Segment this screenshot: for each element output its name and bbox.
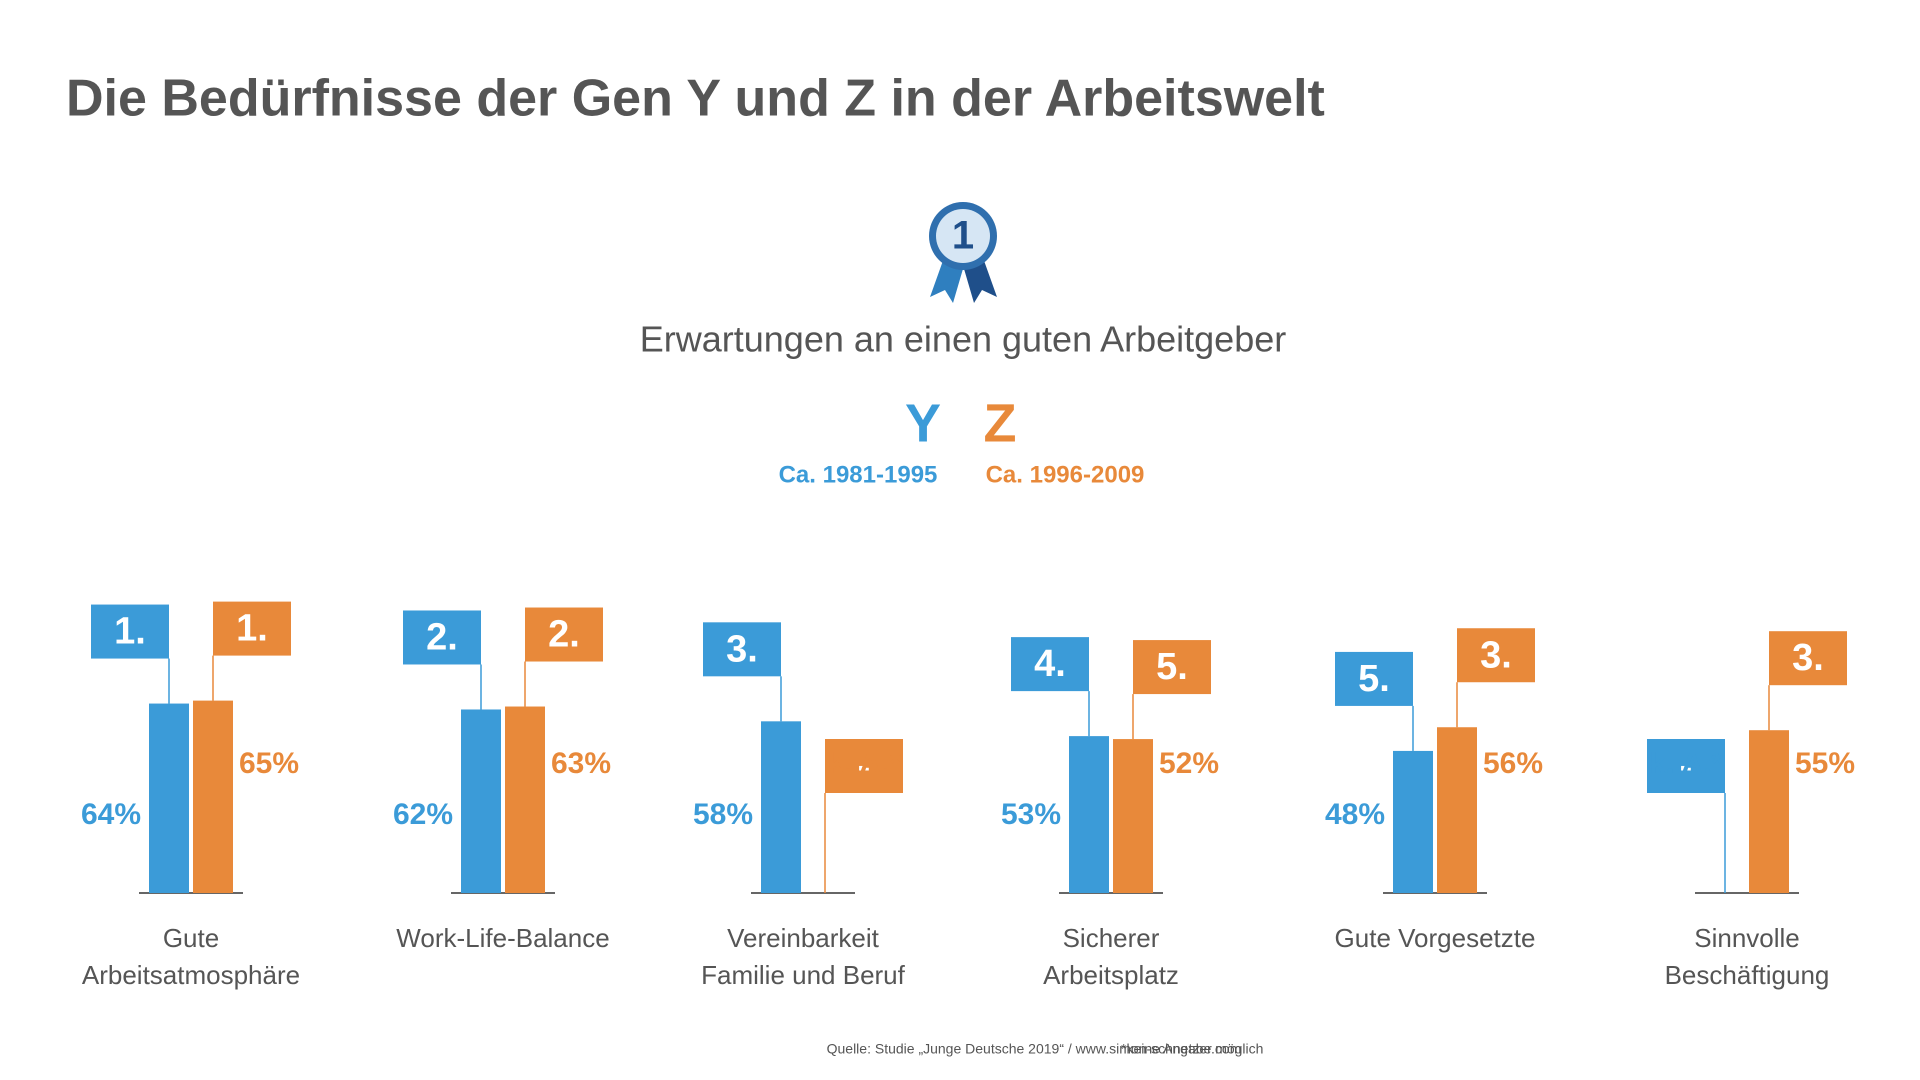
- value-label: 55%: [1795, 747, 1855, 780]
- category-label: Sicherer Arbeitsplatz: [1043, 923, 1179, 990]
- value-label: 56%: [1483, 747, 1543, 780]
- bar: [1437, 727, 1477, 893]
- rank-label: 1.: [114, 611, 146, 653]
- rank-label: 2.: [426, 617, 458, 659]
- category-label: Gute Arbeitsatmosphäre: [81, 923, 301, 990]
- rank-flag: [1133, 640, 1211, 695]
- rank-flag: [525, 607, 603, 662]
- bar: [505, 706, 545, 893]
- rank-flag: [403, 610, 481, 665]
- bar: [461, 709, 501, 893]
- bar: [1113, 739, 1153, 893]
- legend-period: Ca. 1996-2009: [986, 461, 1145, 488]
- rank-flag: [1457, 628, 1535, 683]
- bar: [761, 721, 801, 893]
- rank-label: 3.: [726, 628, 758, 670]
- rank-flag: [703, 622, 781, 677]
- chart-title: Die Bedürfnisse der Gen Y und Z in der A…: [66, 70, 1325, 128]
- value-label: 58%: [693, 798, 753, 831]
- legend-name: Z: [984, 393, 1017, 453]
- rank-label: 3.: [1480, 634, 1512, 676]
- rank-label: -: [858, 745, 871, 787]
- rank-label: -: [1680, 745, 1693, 787]
- value-label: 64%: [81, 798, 141, 831]
- category-label: Sinnvolle Beschäftigung: [1664, 923, 1830, 990]
- note: *keine Angabe möglich: [1121, 1041, 1263, 1057]
- rank-flag: [1011, 637, 1089, 692]
- source: Quelle: Studie „Junge Deutsche 2019“ / w…: [827, 1041, 1242, 1057]
- bar: [149, 703, 189, 893]
- category-label: Gute Vorgesetzte: [1334, 923, 1536, 953]
- rank-flag: [91, 604, 169, 659]
- chart-subtitle: Erwartungen an einen guten Arbeitgeber: [640, 319, 1286, 360]
- rank-flag: [825, 739, 903, 793]
- value-label: k. A.*: [827, 747, 901, 780]
- rank-flag: [1647, 739, 1725, 793]
- rank-flag: [213, 601, 291, 656]
- medal-number: 1: [952, 214, 974, 258]
- bar: [193, 700, 233, 893]
- legend-period: Ca. 1981-1995: [779, 461, 938, 488]
- value-label: k. A.*: [1649, 747, 1723, 780]
- bar: [1749, 730, 1789, 893]
- rank-label: 2.: [548, 614, 580, 656]
- rank-label: 3.: [1792, 637, 1824, 679]
- category-label: Work-Life-Balance: [396, 923, 610, 953]
- value-label: 62%: [393, 798, 453, 831]
- rank-label: 5.: [1358, 658, 1390, 700]
- rank-flag: [1335, 651, 1413, 706]
- value-label: 65%: [239, 747, 299, 780]
- value-label: 52%: [1159, 747, 1219, 780]
- rank-label: 4.: [1034, 643, 1066, 685]
- medal: 1: [929, 202, 997, 303]
- value-label: 48%: [1325, 798, 1385, 831]
- value-label: 63%: [551, 747, 611, 780]
- rank-label: 5.: [1156, 646, 1188, 688]
- category-label: Vereinbarkeit Familie und Beruf: [701, 923, 905, 990]
- rank-label: 1.: [236, 608, 268, 650]
- bar: [1069, 736, 1109, 893]
- bar: [1393, 750, 1433, 893]
- legend-name: Y: [905, 393, 941, 453]
- value-label: 53%: [1001, 798, 1061, 831]
- rank-flag: [1769, 631, 1847, 686]
